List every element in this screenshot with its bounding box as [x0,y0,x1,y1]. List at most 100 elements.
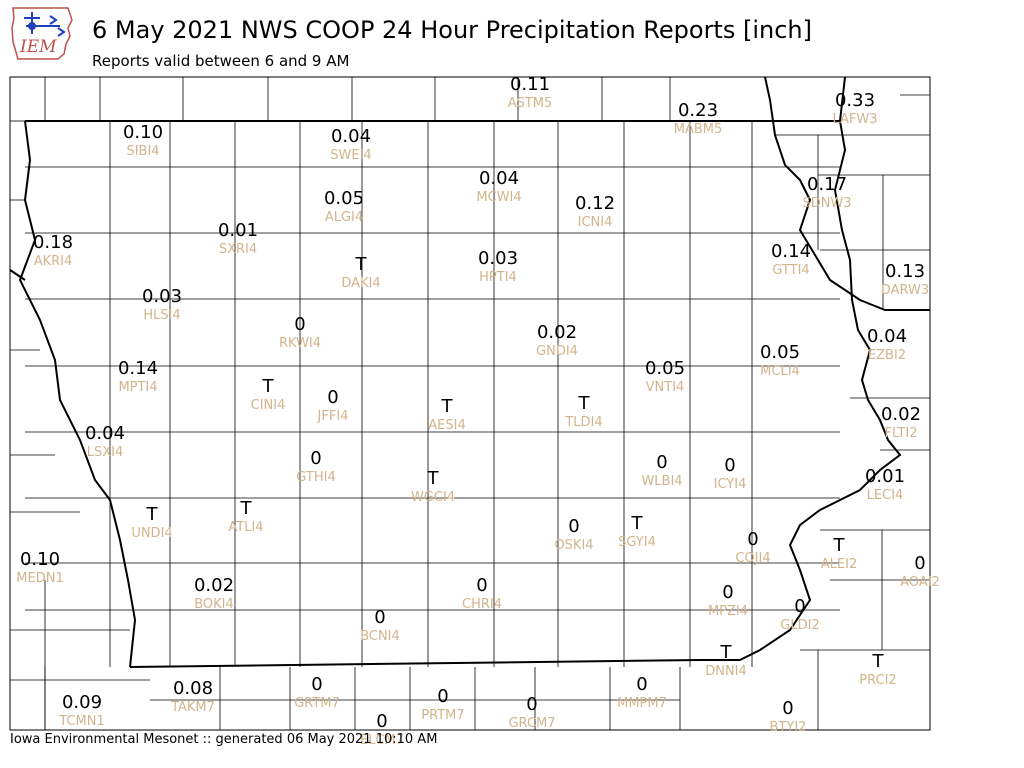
station-value: 0 [722,582,733,603]
station-id: LSXI4 [87,445,124,460]
wi-il-border [764,76,930,311]
station-id: ALEI2 [821,557,857,572]
station-id: ATLI4 [228,520,263,535]
station-value: 0.10 [20,549,60,570]
station-id: ALGI4 [325,210,363,225]
station-id: JFFI4 [317,409,349,424]
station-value: 0 [476,575,487,596]
station-value: T [833,535,846,556]
map-frame [9,76,931,731]
station-value: 0.05 [324,188,364,209]
station-value: 0.05 [760,342,800,363]
station-value: 0.04 [85,423,125,444]
station-value: 0.12 [575,193,615,214]
station-value: 0 [437,686,448,707]
station-id: TCMN1 [58,714,104,729]
station-id: BTYI2 [770,720,807,735]
logo-weather-icon [24,12,66,37]
station-value: 0.01 [865,466,905,487]
station-value: 0 [568,516,579,537]
station-id: MPTI4 [118,380,157,395]
station-value: 0 [636,674,647,695]
station-value: 0.10 [123,122,163,143]
station-id: MPZI4 [708,604,748,619]
station-value: 0 [374,607,385,628]
station-value: 0 [656,452,667,473]
station-value: 0.18 [33,232,73,253]
station-id: SIBI4 [126,144,159,159]
station-value: 0.02 [194,575,234,596]
station-value: T [441,396,454,417]
station-value: 0 [782,698,793,719]
station-value: 0 [294,314,305,335]
station-id: RKWI4 [279,336,321,351]
station-id: BCNI4 [360,629,400,644]
station-id: SWEI4 [330,148,371,163]
station-value: 0.14 [118,358,158,379]
station-value: T [146,504,159,525]
station-value: 0.17 [807,174,847,195]
station-value: 0.14 [771,241,811,262]
map-title: 6 May 2021 NWS COOP 24 Hour Precipitatio… [92,16,812,44]
station-value: 0 [376,711,387,732]
iowa-east-border [700,120,902,661]
station-id: MEDN1 [16,571,63,586]
station-id: VNTI4 [646,380,685,395]
station-id: LECI4 [867,488,904,503]
station-value: 0.02 [881,404,921,425]
station-id: DNNI4 [705,664,747,679]
logo-iowa-outline [11,7,73,60]
station-value: 0.08 [173,678,213,699]
station-id: GTTI4 [772,263,809,278]
station-id: PRTM7 [421,708,464,723]
station-id: AKRI4 [34,254,73,269]
station-id: BOKI4 [194,597,234,612]
station-id: MMPM7 [617,696,667,711]
station-id: GRCM7 [508,716,555,731]
station-value: 0.03 [478,248,518,269]
station-id: ASTM5 [508,96,553,111]
station-value: 0.11 [510,74,550,95]
station-id: UNDI4 [131,526,172,541]
station-value: 0.09 [62,692,102,713]
station-id: DAKI4 [341,276,380,291]
footer-credit: Iowa Environmental Mesonet :: generated … [10,732,438,747]
station-id: PRCI2 [859,673,896,688]
mn-wi-border [839,76,846,122]
station-id: CINI4 [251,398,286,413]
station-value: 0.04 [867,326,907,347]
station-id: MCWI4 [476,190,521,205]
station-id: SDNW3 [802,196,851,211]
station-id: MABM5 [674,122,723,137]
